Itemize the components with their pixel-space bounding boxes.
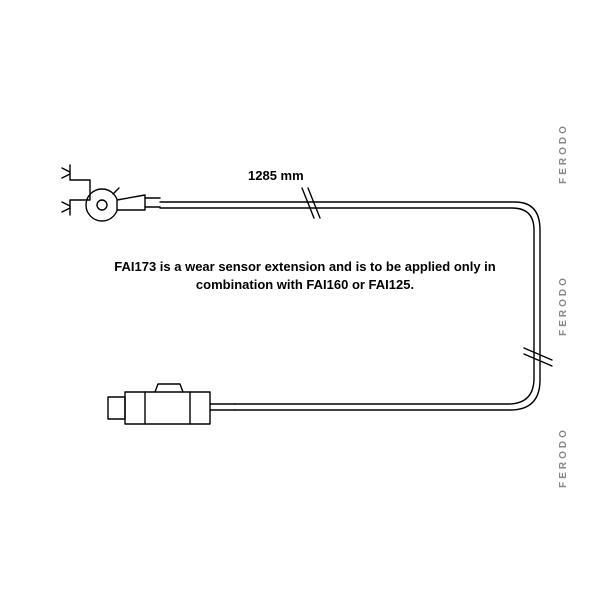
brand-watermark-top: FERODO bbox=[558, 123, 569, 184]
brand-watermark-mid: FERODO bbox=[558, 275, 569, 336]
brand-watermark-bot: FERODO bbox=[558, 427, 569, 488]
description-text: FAI173 is a wear sensor extension and is… bbox=[85, 258, 525, 293]
dimension-label: 1285 mm bbox=[248, 168, 304, 183]
diagram-canvas bbox=[0, 0, 600, 600]
description-line2: combination with FAI160 or FAI125. bbox=[196, 277, 414, 292]
description-line1: FAI173 is a wear sensor extension and is… bbox=[114, 259, 495, 274]
